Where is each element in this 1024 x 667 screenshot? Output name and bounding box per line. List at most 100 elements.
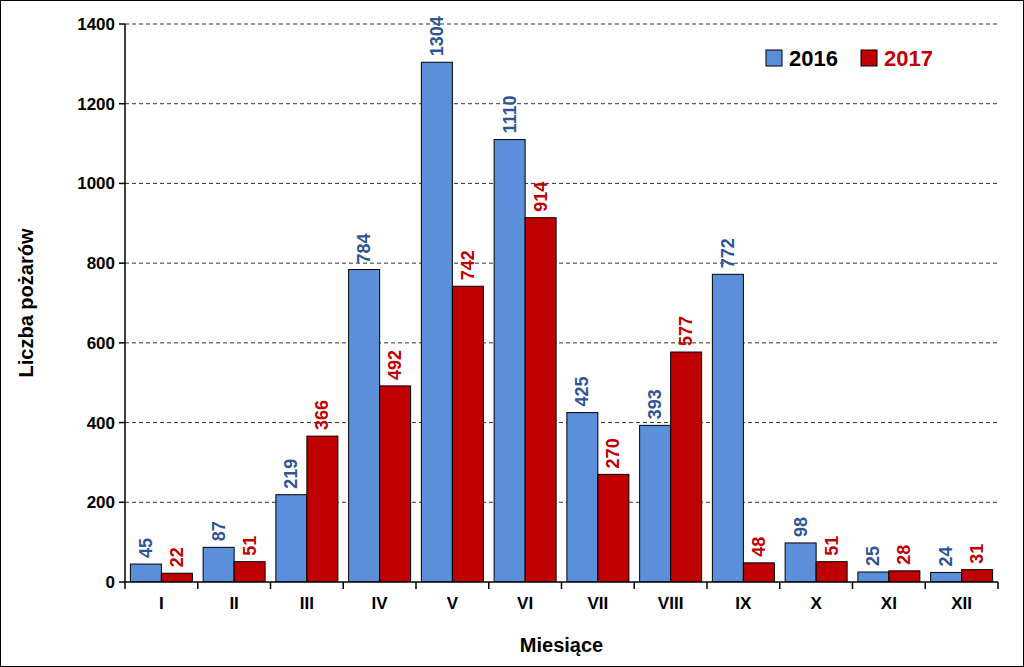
grid-line	[125, 502, 998, 503]
y-axis	[124, 24, 126, 582]
bar	[307, 436, 338, 582]
x-tick	[343, 582, 345, 589]
data-label: 24	[936, 546, 956, 566]
data-label: 31	[967, 544, 987, 564]
data-label: 914	[531, 182, 551, 212]
x-tick-label: XI	[881, 594, 897, 613]
legend-label: 2017	[884, 46, 933, 71]
data-label: 772	[718, 238, 738, 268]
data-label: 87	[209, 521, 229, 541]
x-tick	[634, 582, 636, 589]
legend-label: 2016	[789, 46, 838, 71]
grid-line	[125, 422, 998, 423]
data-label: 366	[312, 400, 332, 430]
bar	[421, 62, 452, 582]
x-tick	[415, 582, 417, 589]
grid-line	[125, 24, 998, 25]
x-tick	[270, 582, 272, 589]
x-tick-label: VII	[587, 594, 608, 613]
y-tick-label: 1000	[77, 174, 115, 193]
data-label: 22	[167, 547, 187, 567]
data-label: 219	[281, 459, 301, 489]
data-label: 1304	[427, 16, 447, 56]
y-tick-label: 800	[87, 254, 115, 273]
x-tick	[779, 582, 781, 589]
y-tick	[119, 23, 125, 25]
x-tick-label: XII	[951, 594, 972, 613]
bar	[380, 386, 411, 582]
data-label: 393	[645, 389, 665, 419]
x-tick-label: IV	[372, 594, 389, 613]
y-tick-label: 400	[87, 414, 115, 433]
x-tick-label: III	[300, 594, 314, 613]
bar	[816, 562, 847, 582]
data-label: 577	[676, 316, 696, 346]
y-tick	[119, 183, 125, 185]
bar	[525, 218, 556, 582]
x-tick	[706, 582, 708, 589]
x-tick-label: IX	[735, 594, 752, 613]
x-tick	[997, 582, 999, 589]
legend-swatch	[766, 50, 782, 66]
bar	[130, 564, 161, 582]
bar	[640, 425, 671, 582]
x-axis-title: Miesiące	[520, 634, 603, 656]
y-tick	[119, 502, 125, 504]
x-tick	[197, 582, 199, 589]
data-label: 742	[458, 250, 478, 280]
x-tick	[852, 582, 854, 589]
data-label: 48	[749, 537, 769, 557]
bar	[349, 270, 380, 582]
x-tick-label: V	[447, 594, 459, 613]
y-tick	[119, 103, 125, 105]
x-tick	[488, 582, 490, 589]
bars	[130, 62, 992, 582]
bar	[276, 495, 307, 582]
grid-line	[125, 263, 998, 264]
data-label: 492	[385, 350, 405, 380]
x-tick-label: II	[229, 594, 238, 613]
data-label: 98	[791, 517, 811, 537]
data-label: 45	[136, 538, 156, 558]
x-tick-label: X	[810, 594, 822, 613]
x-tick-label: VI	[517, 594, 533, 613]
y-tick-label: 0	[106, 573, 115, 592]
bar	[598, 474, 629, 582]
grid-line	[125, 342, 998, 343]
bar	[931, 572, 962, 582]
bar	[858, 572, 889, 582]
legend-swatch	[861, 50, 877, 66]
y-tick	[119, 342, 125, 344]
x-tick-label: I	[159, 594, 164, 613]
y-tick	[119, 262, 125, 264]
data-label: 425	[572, 377, 592, 407]
data-label: 784	[354, 233, 374, 263]
chart: 0200400600800100012001400458721978413041…	[0, 0, 1024, 667]
y-tick	[119, 422, 125, 424]
x-tick	[925, 582, 927, 589]
grid-line	[125, 183, 998, 184]
data-label: 51	[240, 536, 260, 556]
bar	[712, 274, 743, 582]
data-label: 28	[894, 545, 914, 565]
y-tick-label: 1400	[77, 15, 115, 34]
legend: 2016 2017	[766, 46, 933, 71]
y-tick	[119, 581, 125, 583]
bar	[203, 547, 234, 582]
bar	[671, 352, 702, 582]
bar	[785, 543, 816, 582]
bar	[567, 413, 598, 582]
y-tick-label: 1200	[77, 95, 115, 114]
bar	[494, 140, 525, 582]
data-label: 51	[822, 536, 842, 556]
x-tick	[124, 582, 126, 589]
y-tick-label: 200	[87, 493, 115, 512]
bar	[234, 562, 265, 582]
data-label: 25	[863, 546, 883, 566]
data-label: 270	[603, 438, 623, 468]
frame	[1, 1, 1024, 667]
bar	[962, 570, 993, 582]
y-axis-title: Liczba pożarów	[15, 228, 37, 377]
bar	[452, 286, 483, 582]
bar	[743, 563, 774, 582]
